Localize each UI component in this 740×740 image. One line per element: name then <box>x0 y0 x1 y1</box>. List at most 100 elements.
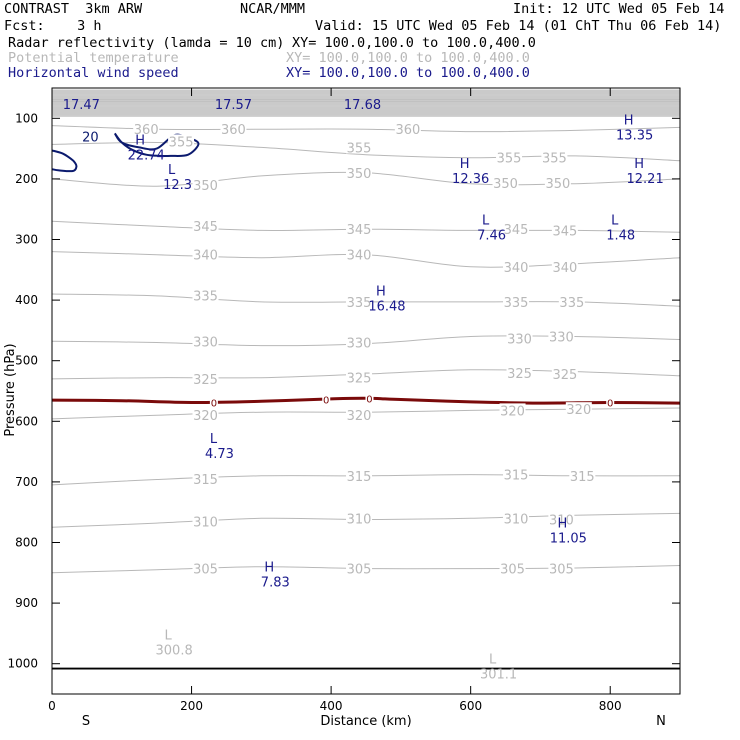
theta-label-bg <box>192 288 219 302</box>
theta-label-bg <box>346 294 373 308</box>
theta-label: 305 <box>500 563 525 578</box>
theta-label-bg <box>192 219 219 233</box>
extremum-letter: H <box>557 516 567 531</box>
y-tick-label: 600 <box>15 414 38 428</box>
extremum-letter: H <box>634 157 644 172</box>
radar-zero-label: 0 <box>323 395 329 406</box>
init-time: Init: 12 UTC Wed 05 Feb 14 <box>513 1 725 17</box>
theta-label-bg <box>565 402 592 416</box>
model-title: CONTRAST 3km ARW <box>4 1 143 17</box>
theta-label-bg <box>346 370 373 384</box>
extremum-letter: H <box>135 133 145 148</box>
theta-label: 325 <box>552 368 577 383</box>
extremum-letter: L <box>489 653 497 668</box>
wind-contour-edge <box>52 149 78 173</box>
theta-label-bg <box>192 561 219 575</box>
extremum-letter: L <box>164 628 172 643</box>
north-end-label: N <box>656 714 666 729</box>
theta-label: 350 <box>193 179 218 194</box>
field-radar-xy: XY= 100.0,100.0 to 100.0,400.0 <box>292 35 536 51</box>
field-wind-name: Horizontal wind speed <box>8 65 179 81</box>
extremum-value: 7.46 <box>477 228 506 243</box>
theta-label: 360 <box>221 123 246 138</box>
theta-label: 315 <box>570 470 595 485</box>
extremum-letter: L <box>168 163 176 178</box>
theta-label: 335 <box>347 296 372 311</box>
y-tick-label: 200 <box>15 172 38 186</box>
theta-label-bg <box>346 468 373 482</box>
theta-label-bg <box>133 122 160 136</box>
theta-label-bg <box>541 150 568 164</box>
theta-label-bg <box>346 222 373 236</box>
y-axis-label: Pressure (hPa) <box>3 343 18 436</box>
theta-label: 320 <box>500 404 525 419</box>
extremum-letter: H <box>264 561 274 576</box>
theta-label-bg <box>548 512 575 526</box>
theta-label-bg <box>220 122 247 136</box>
theta-label: 355 <box>497 152 522 167</box>
theta-label: 330 <box>507 332 532 347</box>
field-wind-xy: XY= 100.0,100.0 to 100.0,400.0 <box>286 65 530 81</box>
center-label: NCAR/MMM <box>240 1 306 17</box>
theta-label-bg <box>551 367 578 381</box>
theta-label-bg <box>346 247 373 261</box>
y-tick-label: 400 <box>15 293 38 307</box>
extremum-value: 13.35 <box>616 128 653 143</box>
theta-label: 310 <box>193 515 218 530</box>
theta-label: 305 <box>549 563 574 578</box>
extremum-value: 12.21 <box>627 172 664 187</box>
theta-label: 310 <box>504 512 529 527</box>
theta-label-bg <box>558 294 585 308</box>
plot-frame <box>51 87 681 695</box>
x-tick-label: 200 <box>180 699 203 713</box>
wind-contour-20 <box>113 132 200 158</box>
theta-label: 335 <box>559 296 584 311</box>
y-tick-label: 900 <box>15 596 38 610</box>
extremum-value: 22.74 <box>128 148 165 163</box>
extremum-value: 300.8 <box>156 643 193 658</box>
theta-label: 360 <box>395 123 420 138</box>
theta-label: 340 <box>552 261 577 276</box>
extremum-value: 17.47 <box>63 98 100 113</box>
theta-label-bg <box>544 176 571 190</box>
theta-label-bg <box>192 514 219 528</box>
theta-label: 355 <box>542 152 567 167</box>
theta-label-bg <box>506 331 533 345</box>
theta-label: 350 <box>493 177 518 192</box>
field-theta-xy: XY= 100.0,100.0 to 100.0,400.0 <box>286 50 530 66</box>
extremum-letter: L <box>482 213 490 228</box>
theta-label-bg <box>346 511 373 525</box>
radar-zero-label: 0 <box>607 399 613 410</box>
extremum-letter: H <box>624 113 634 128</box>
theta-label-bg <box>192 177 219 191</box>
theta-label: 330 <box>193 335 218 350</box>
extremum-value: 17.57 <box>215 98 252 113</box>
extremum-value: 16.48 <box>368 299 405 314</box>
theta-label: 330 <box>549 330 574 345</box>
theta-label-bg <box>192 471 219 485</box>
theta-label-bg <box>346 335 373 349</box>
extremum-value: 7.83 <box>261 576 290 591</box>
extremum-value: 1.48 <box>606 228 635 243</box>
theta-label-bg <box>192 408 219 422</box>
theta-label: 340 <box>504 261 529 276</box>
theta-label-bg <box>192 371 219 385</box>
theta-label: 345 <box>193 220 218 235</box>
x-tick-label: 800 <box>599 699 622 713</box>
theta-label-bg <box>548 329 575 343</box>
theta-label-bg <box>503 294 530 308</box>
theta-label: 315 <box>193 473 218 488</box>
theta-label-bg <box>192 247 219 261</box>
theta-contour-355 <box>52 141 680 162</box>
radar-zero-label: 0 <box>211 399 217 410</box>
theta-label-bg <box>503 259 530 273</box>
theta-label: 350 <box>545 177 570 192</box>
theta-label: 305 <box>193 563 218 578</box>
extremum-value: 4.73 <box>205 447 234 462</box>
theta-label: 355 <box>169 135 194 150</box>
y-tick-label: 700 <box>15 475 38 489</box>
theta-label: 335 <box>193 289 218 304</box>
y-tick-label: 500 <box>15 354 38 368</box>
y-tick-label: 300 <box>15 233 38 247</box>
